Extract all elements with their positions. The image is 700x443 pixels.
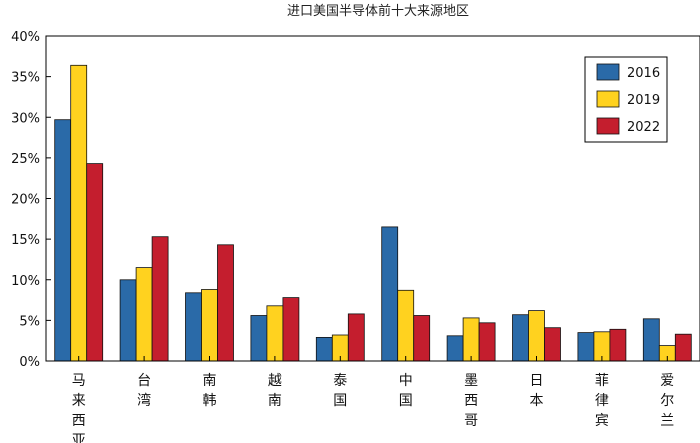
x-category-label: 马来西亚 — [72, 373, 86, 443]
bar-2022-日本 — [544, 327, 561, 362]
chart-title: 进口美国半导体前十大来源地区 — [287, 3, 469, 19]
y-tick-label: 25% — [11, 152, 40, 167]
bar-2016-日本 — [512, 314, 529, 362]
x-category-label: 爱尔兰 — [660, 373, 674, 429]
bar-2016-南韩 — [185, 292, 202, 362]
y-tick-label: 5% — [19, 314, 40, 329]
bar-2022-中国 — [413, 315, 431, 362]
y-tick-label: 30% — [11, 111, 40, 126]
y-tick-label: 0% — [19, 355, 40, 370]
bar-2019-南韩 — [201, 289, 218, 362]
y-tick-label: 15% — [11, 233, 40, 248]
y-tick-label: 35% — [11, 71, 40, 86]
bar-2016-马来西亚 — [54, 119, 72, 362]
y-tick-label: 20% — [11, 193, 40, 208]
bar-2019-日本 — [528, 310, 545, 362]
bar-2022-菲律宾 — [609, 328, 627, 362]
legend-label-2019: 2019 — [627, 93, 660, 108]
bar-2022-马来西亚 — [86, 163, 104, 362]
bar-2019-越南 — [266, 305, 284, 362]
bar-2016-中国 — [381, 226, 399, 362]
x-category-label: 台湾 — [137, 373, 151, 409]
bar-2022-爱尔兰 — [674, 333, 692, 362]
bar-2016-越南 — [250, 315, 268, 362]
bar-2022-南韩 — [217, 244, 234, 362]
bar-2016-菲律宾 — [577, 332, 595, 362]
x-category-label: 菲律宾 — [595, 373, 609, 429]
legend-label-2016: 2016 — [627, 66, 660, 81]
y-axis-ticks: 0% 5% 10% 15% 20% 25% 30% 35% 40% — [11, 30, 51, 370]
bar-2016-台湾 — [119, 279, 137, 362]
bar-2022-台湾 — [151, 236, 169, 362]
bar-2022-越南 — [282, 297, 300, 362]
bar-2019-墨西哥 — [462, 317, 480, 362]
plot-frame — [45, 35, 700, 362]
x-category-label: 中国 — [399, 373, 413, 409]
bar-2022-泰国 — [347, 313, 365, 362]
bar-2022-墨西哥 — [478, 322, 496, 362]
legend-swatch-2016 — [596, 63, 620, 81]
x-category-label: 越南 — [268, 373, 282, 409]
x-category-label: 南韩 — [203, 373, 217, 409]
legend-swatch-2019 — [596, 90, 620, 108]
x-axis-category-labels: 马来西亚 台湾 南韩 越南 泰国 中国 墨西哥 日本 菲律宾 爱尔兰 — [72, 373, 675, 443]
y-tick-label: 10% — [11, 274, 40, 289]
x-category-label: 墨西哥 — [464, 373, 478, 429]
bar-2016-泰国 — [315, 336, 333, 362]
bar-2019-中国 — [397, 289, 415, 362]
bars — [54, 64, 692, 362]
bar-2019-马来西亚 — [70, 64, 88, 362]
y-tick-label: 40% — [11, 30, 40, 45]
legend-swatch-2022 — [596, 117, 620, 135]
x-category-label: 日本 — [530, 373, 544, 409]
bar-2016-爱尔兰 — [642, 318, 660, 362]
legend-label-2022: 2022 — [627, 120, 660, 135]
bar-2019-台湾 — [135, 267, 153, 362]
x-axis-ticks — [78, 356, 668, 361]
x-category-label: 泰国 — [333, 373, 347, 409]
legend: 2016 2019 2022 — [584, 56, 668, 143]
bar-2016-墨西哥 — [446, 335, 464, 362]
